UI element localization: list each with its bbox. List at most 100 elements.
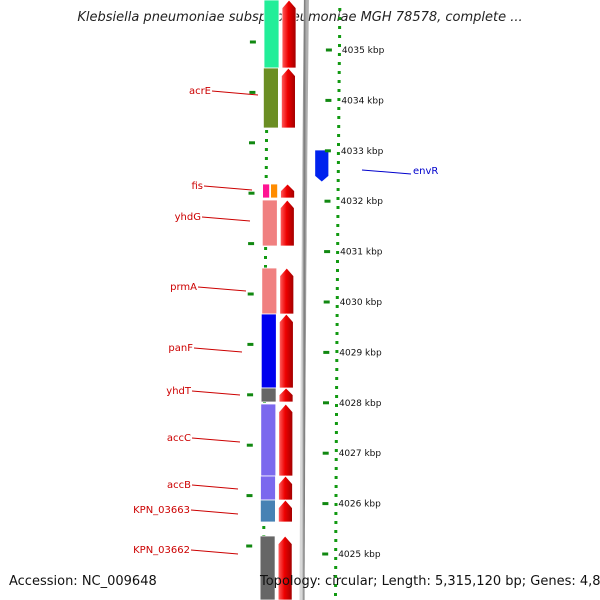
gene-arrow[interactable]	[277, 535, 293, 600]
guide-dot	[334, 530, 338, 533]
gene-arrow[interactable]	[278, 475, 293, 501]
guide-dot	[335, 305, 339, 308]
gene-label-kpn-03662[interactable]: KPN_03662	[133, 545, 239, 556]
cds-box[interactable]	[260, 403, 277, 477]
guide-dot	[335, 368, 339, 371]
guide-dot	[334, 584, 338, 587]
tick-mark	[246, 443, 253, 447]
cds-box[interactable]	[260, 387, 277, 403]
gene-label-prma[interactable]: prmA	[170, 282, 247, 293]
guide-dot	[337, 89, 341, 92]
guide-dot	[336, 170, 340, 173]
gene-label-envr[interactable]: envR	[361, 166, 438, 177]
tick-mark	[323, 350, 330, 354]
gene-name: panF	[168, 343, 193, 354]
guide-dot	[334, 521, 338, 524]
tick-mark	[249, 40, 256, 44]
tick-mark	[322, 552, 329, 556]
leader-line	[361, 169, 412, 175]
guide-dot	[334, 575, 338, 578]
leader-line	[201, 216, 251, 222]
guide-dot	[335, 341, 339, 344]
cds-box[interactable]	[262, 67, 279, 129]
guide-dot	[334, 440, 338, 443]
gene-name: yhdG	[175, 212, 201, 223]
guide-dot	[336, 188, 340, 191]
tick-mark	[324, 199, 331, 203]
gene-label-panf[interactable]: panF	[168, 343, 243, 354]
tick-mark	[324, 149, 331, 153]
guide-dot	[264, 166, 268, 169]
tick-mark	[246, 544, 253, 548]
cds-box-fis[interactable]	[262, 183, 271, 199]
tick-label: 4025 kbp	[338, 550, 381, 560]
guide-dot	[338, 35, 342, 38]
guide-dot	[337, 80, 341, 83]
guide-dot	[265, 139, 268, 142]
guide-dot	[337, 98, 341, 101]
gene-label-accb[interactable]: accB	[167, 480, 239, 491]
cds-box[interactable]	[261, 199, 278, 247]
guide-dot	[264, 157, 268, 160]
gene-arrow[interactable]	[278, 313, 294, 389]
tick-mark	[246, 494, 253, 498]
guide-dot	[335, 404, 338, 407]
tick-label: 4034 kbp	[341, 96, 384, 106]
tick-mark	[247, 292, 254, 296]
cds-box[interactable]	[259, 535, 276, 600]
gene-labels: acrE fis yhdG prmA panF yhdT accC accB KPN_03663…	[133, 86, 438, 556]
guide-dot	[334, 593, 337, 596]
tick-label: 4026 kbp	[338, 500, 381, 510]
cds-box[interactable]	[259, 499, 276, 523]
gene-name: yhdT	[166, 386, 192, 397]
gene-arrow[interactable]	[280, 67, 296, 129]
tick-label: 4032 kbp	[341, 197, 384, 207]
guide-dot	[337, 53, 341, 56]
leader-line	[190, 549, 239, 555]
cds-track	[259, 0, 280, 600]
guide-dot	[335, 413, 338, 416]
cds-box-fis[interactable]	[270, 183, 279, 199]
guide-dot	[334, 548, 338, 551]
gene-arrow[interactable]	[278, 499, 293, 523]
gene-arrow[interactable]	[280, 183, 295, 199]
tick-mark	[247, 393, 254, 397]
gene-name: accB	[167, 480, 191, 491]
guide-dot	[338, 17, 342, 20]
guide-dot	[335, 377, 339, 380]
backbone-line	[299, 0, 309, 600]
gene-label-fis[interactable]: fis	[191, 181, 253, 192]
guide-dot	[335, 332, 339, 335]
tick-label: 4033 kbp	[341, 147, 384, 157]
guide-dot	[334, 449, 338, 452]
gene-name: KPN_03662	[133, 545, 190, 556]
guide-dot	[334, 431, 338, 434]
gene-label-yhdt[interactable]: yhdT	[166, 386, 241, 397]
cds-box[interactable]	[260, 313, 277, 389]
genome-backbone	[299, 0, 309, 600]
leader-line	[191, 437, 241, 443]
gene-label-acre[interactable]: acrE	[189, 86, 259, 97]
guide-dot	[335, 386, 339, 389]
gene-arrow-envR[interactable]	[314, 149, 330, 183]
cds-box[interactable]	[260, 475, 276, 501]
gene-arrow[interactable]	[279, 199, 295, 247]
guide-dot	[335, 323, 339, 326]
guide-dot	[337, 125, 341, 128]
gene-label-yhdg[interactable]: yhdG	[175, 212, 251, 223]
cds-box[interactable]	[263, 0, 280, 69]
guide-dot	[336, 161, 340, 164]
guide-dot	[338, 26, 342, 29]
gene-label-kpn-03663[interactable]: KPN_03663	[133, 505, 239, 516]
gene-label-accc[interactable]: accC	[167, 433, 241, 444]
guide-dot	[334, 557, 338, 560]
gene-arrow[interactable]	[279, 267, 295, 315]
guide-dot	[336, 242, 340, 245]
gene-arrow[interactable]	[278, 387, 294, 403]
guide-dot	[334, 485, 338, 488]
gene-arrow[interactable]	[278, 403, 294, 477]
cds-box[interactable]	[261, 267, 278, 315]
gene-arrow[interactable]	[281, 0, 297, 69]
tick-label: 4035 kbp	[342, 46, 385, 56]
